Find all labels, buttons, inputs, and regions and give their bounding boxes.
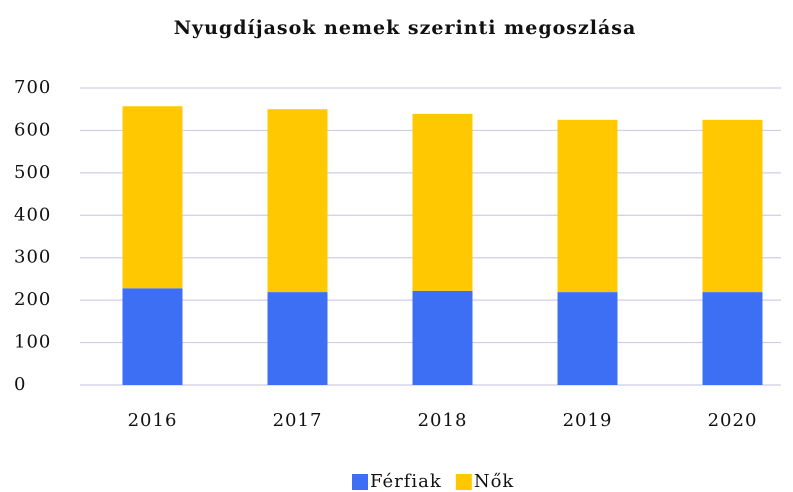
legend-label: Nők bbox=[474, 471, 515, 492]
bar-segment bbox=[557, 292, 618, 385]
y-tick-label: 300 bbox=[14, 247, 51, 268]
y-tick-label: 700 bbox=[14, 77, 51, 98]
x-tick-label: 2016 bbox=[128, 410, 178, 431]
bar-segment bbox=[122, 106, 183, 289]
bar-segment bbox=[412, 113, 473, 291]
legend-swatch bbox=[352, 474, 368, 490]
x-tick-label: 2020 bbox=[708, 410, 758, 431]
y-tick-label: 100 bbox=[14, 332, 51, 353]
x-tick-label: 2018 bbox=[418, 410, 468, 431]
bar-segment bbox=[702, 292, 763, 385]
bar-segment bbox=[412, 290, 473, 385]
bar-segment bbox=[122, 288, 183, 385]
x-tick-label: 2019 bbox=[563, 410, 613, 431]
bar-segment bbox=[267, 292, 328, 385]
y-tick-label: 200 bbox=[14, 289, 51, 310]
y-tick-label: 400 bbox=[14, 204, 51, 225]
bar-segment bbox=[702, 119, 763, 293]
y-tick-label: 600 bbox=[14, 119, 51, 140]
y-tick-label: 500 bbox=[14, 162, 51, 183]
legend-swatch bbox=[455, 474, 472, 490]
bar-segment bbox=[267, 109, 328, 293]
chart-title: Nyugdíjasok nemek szerinti megoszlása bbox=[174, 17, 637, 39]
y-tick-label: 0 bbox=[14, 374, 26, 395]
legend-label: Férfiak bbox=[370, 471, 442, 492]
x-tick-label: 2017 bbox=[273, 410, 323, 431]
bar-segment bbox=[557, 119, 618, 293]
